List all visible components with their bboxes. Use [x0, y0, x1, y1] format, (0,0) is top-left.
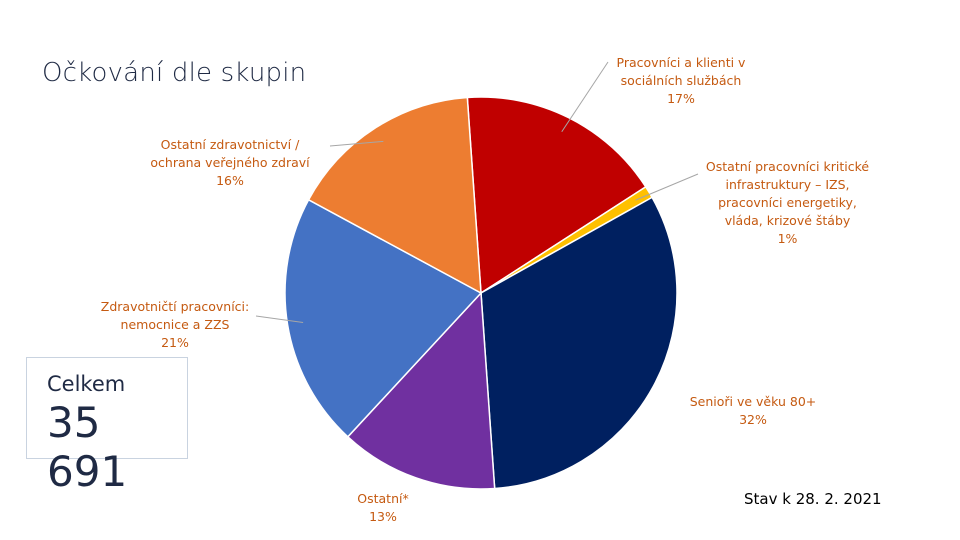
slice-label-name: vláda, krizové štáby [724, 213, 851, 228]
total-value: 35 691 [47, 398, 128, 496]
slice-label-name: Ostatní zdravotnictví / [160, 137, 300, 152]
slice-label: Zdravotničtí pracovníci: nemocnice a ZZS 2… [80, 298, 270, 352]
slice-label-name: Zdravotničtí pracovníci: [100, 299, 250, 314]
slice-label-name: nemocnice a ZZS [120, 317, 230, 332]
slice-label-name: Ostatní* [357, 491, 409, 506]
leader-line [329, 140, 384, 147]
pie-slice [480, 196, 678, 490]
pie-slice [307, 96, 482, 295]
slice-label-percent: 17% [667, 91, 695, 106]
slice-label-name: Senioři ve věku 80+ [689, 394, 817, 409]
slice-label: Ostatní* 13% [333, 490, 433, 526]
slice-label-name: Pracovníci a klienti v [616, 55, 746, 70]
slice-label: Senioři ve věku 80+ 32% [668, 393, 838, 429]
slice-label-name: sociálních službách [620, 73, 742, 88]
total-box: Celkem 35 691 [26, 357, 188, 496]
chart-title: Očkování dle skupin [42, 58, 307, 88]
slice-label-name: infrastruktury – IZS, [725, 177, 850, 192]
slice-label-percent: 16% [216, 173, 244, 188]
pie-slice [346, 291, 496, 490]
slice-label-percent: 21% [161, 335, 189, 350]
total-label: Celkem [47, 372, 126, 396]
slice-label: Pracovníci a klienti v sociálních službác… [596, 54, 766, 108]
leader-line [561, 61, 609, 133]
slice-label-name: ochrana veřejného zdraví [150, 155, 310, 170]
slice-label-name: Ostatní pracovníci kritické [705, 159, 870, 174]
slice-label-percent: 1% [777, 231, 798, 246]
slice-label-percent: 13% [369, 509, 397, 524]
slice-label: Ostatní zdravotnictví / ochrana veřejného… [118, 136, 342, 190]
slice-label-name: pracovníci energetiky, [718, 195, 857, 210]
leader-line [255, 315, 304, 323]
slice-label-percent: 32% [739, 412, 767, 427]
leader-line [635, 173, 699, 201]
date-note: Stav k 28. 2. 2021 [744, 490, 882, 508]
slice-label: Ostatní pracovníci kritické infrastruktur… [690, 158, 885, 248]
pie-slice [466, 96, 647, 295]
pie-slice [284, 198, 483, 438]
